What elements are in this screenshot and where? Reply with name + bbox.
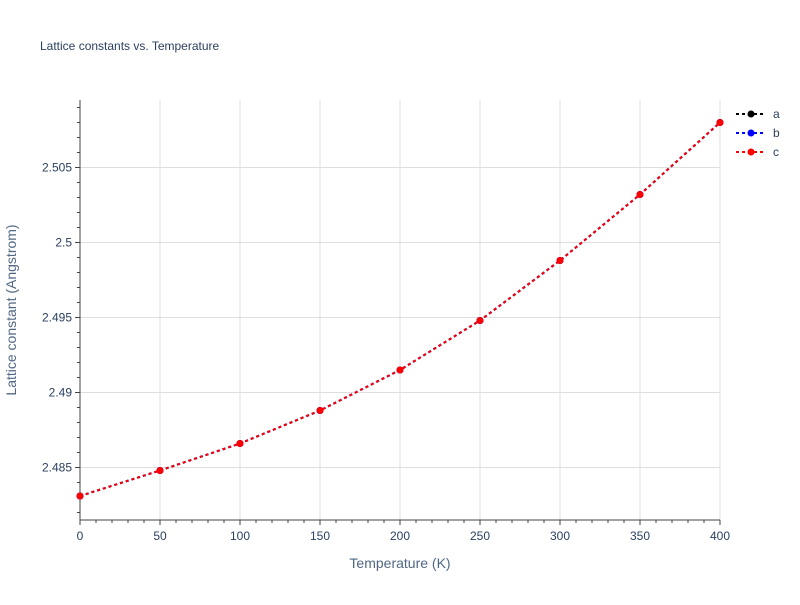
x-tick-label: 0: [77, 529, 84, 543]
legend-item-b[interactable]: b: [736, 126, 780, 140]
legend-marker-icon: [747, 129, 755, 137]
x-tick-label: 300: [550, 529, 570, 543]
y-tick-label: 2.505: [42, 161, 72, 175]
legend-item-c[interactable]: c: [736, 145, 779, 159]
data-point-c: [396, 366, 404, 374]
x-tick-label: 400: [710, 529, 730, 543]
legend-marker-icon: [747, 148, 755, 156]
legend-item-a[interactable]: a: [736, 107, 780, 121]
legend-marker-icon: [747, 110, 755, 118]
y-tick-label: 2.485: [42, 461, 72, 475]
x-tick-label: 100: [230, 529, 250, 543]
data-point-c: [476, 317, 484, 324]
y-tick-label: 2.49: [49, 386, 73, 400]
x-tick-label: 350: [630, 529, 650, 543]
chart-title: Lattice constants vs. Temperature: [40, 39, 220, 53]
x-tick-label: 200: [390, 529, 410, 543]
data-point-c: [76, 492, 84, 500]
x-tick-label: 250: [470, 529, 490, 543]
data-point-c: [156, 467, 164, 474]
x-axis-title: Temperature (K): [349, 555, 450, 571]
data-point-c: [236, 440, 244, 447]
axis-layer: 0 50 100 150 200 250 300 350 400 2.485 2.49 2.495 2.…: [42, 100, 730, 543]
y-axis-title: Lattice constant (Angstrom): [3, 224, 19, 395]
grid-layer: [80, 100, 721, 520]
legend[interactable]: abc: [736, 107, 780, 159]
data-point-c: [636, 191, 644, 198]
data-point-c: [716, 119, 724, 126]
x-tick-label: 150: [310, 529, 330, 543]
y-tick-label: 2.5: [55, 236, 72, 250]
legend-label: a: [773, 107, 780, 121]
legend-label: b: [773, 126, 780, 140]
data-point-c: [316, 407, 324, 414]
legend-label: c: [773, 145, 779, 159]
data-point-c: [556, 257, 564, 264]
series-layer: [76, 119, 724, 500]
x-tick-label: 50: [153, 529, 167, 543]
y-tick-label: 2.495: [42, 311, 72, 325]
